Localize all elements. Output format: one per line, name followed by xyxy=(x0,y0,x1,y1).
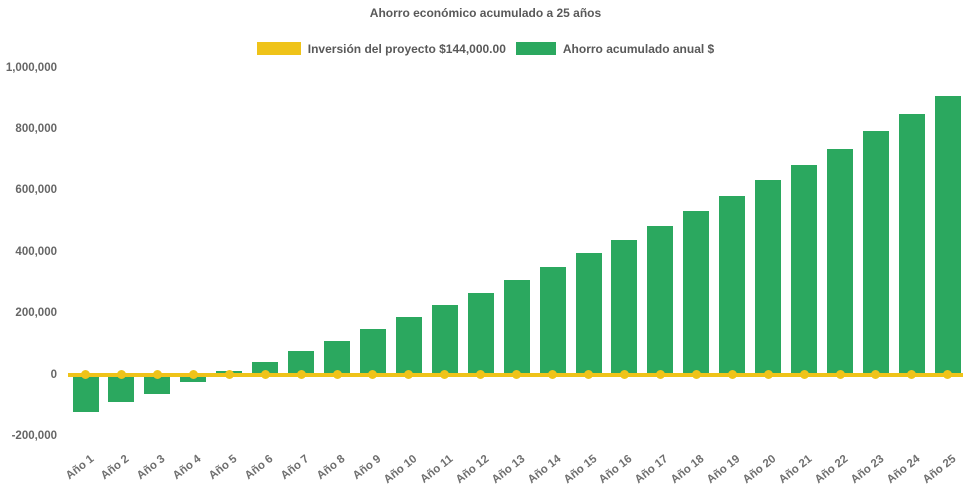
bar-ahorro-año-18 xyxy=(683,211,710,375)
x-axis-label: Año 2 xyxy=(99,453,132,483)
line-marker-icon xyxy=(943,370,953,379)
x-axis-label: Año 19 xyxy=(705,453,743,485)
x-axis-label: Año 22 xyxy=(812,453,851,485)
x-axis-label: Año 6 xyxy=(242,453,276,483)
chart-title: Ahorro económico acumulado a 25 años xyxy=(369,6,602,20)
bar-ahorro-año-9 xyxy=(359,329,386,375)
line-marker-icon xyxy=(835,370,845,379)
x-axis-label: Año 8 xyxy=(314,453,348,483)
x-axis-label: Año 14 xyxy=(525,453,563,485)
bar-ahorro-año-16 xyxy=(611,240,638,375)
x-axis-label: Año 25 xyxy=(920,453,959,485)
line-marker-icon xyxy=(296,370,306,379)
y-tick-label: 0 xyxy=(50,368,57,381)
y-tick-label: 400,000 xyxy=(15,245,57,258)
x-axis-label: Año 13 xyxy=(489,453,528,485)
x-axis-label: Año 3 xyxy=(135,453,168,483)
bar-ahorro-año-17 xyxy=(647,226,674,375)
legend: Inversión del proyecto $144,000.00 Ahorr… xyxy=(0,40,971,57)
bar-ahorro-año-14 xyxy=(539,267,566,375)
line-marker-icon xyxy=(548,370,558,379)
line-marker-icon xyxy=(799,370,809,379)
bar-ahorro-año-25 xyxy=(934,95,961,375)
legend-swatch-inversion xyxy=(256,42,301,55)
line-marker-icon xyxy=(224,370,234,379)
x-axis-label: Año 20 xyxy=(740,453,779,485)
bar-ahorro-año-21 xyxy=(791,165,818,375)
bar-ahorro-año-10 xyxy=(395,317,422,375)
x-axis-label: Año 23 xyxy=(848,453,887,485)
line-marker-icon xyxy=(368,370,378,379)
line-marker-icon xyxy=(512,370,522,379)
legend-label-inversion: Inversión del proyecto $144,000.00 xyxy=(307,41,506,56)
line-marker-icon xyxy=(871,370,881,379)
x-axis-label: Año 21 xyxy=(776,453,815,485)
x-axis-label: Año 15 xyxy=(561,453,599,485)
x-axis-label: Año 24 xyxy=(884,453,923,485)
y-tick-label: 800,000 xyxy=(15,122,57,135)
bar-ahorro-año-8 xyxy=(324,341,350,375)
bar-ahorro-año-12 xyxy=(467,292,494,375)
bar-ahorro-año-7 xyxy=(288,350,315,375)
x-axis-label: Año 5 xyxy=(207,453,240,483)
line-marker-icon xyxy=(691,370,701,379)
y-tick-label: 200,000 xyxy=(15,307,57,320)
bar-ahorro-año-20 xyxy=(755,180,782,375)
bar-ahorro-año-2 xyxy=(108,374,135,403)
line-marker-icon xyxy=(619,370,629,379)
y-tick-label: 1,000,000 xyxy=(5,61,57,74)
x-axis-label: Año 17 xyxy=(633,453,671,485)
line-marker-icon xyxy=(152,370,162,379)
line-marker-icon xyxy=(907,370,917,379)
y-tick-label: 600,000 xyxy=(15,184,57,197)
bar-ahorro-año-3 xyxy=(144,374,171,394)
legend-swatch-ahorro xyxy=(515,42,556,55)
line-marker-icon xyxy=(116,370,126,379)
bar-ahorro-año-13 xyxy=(503,279,530,375)
legend-item-inversion[interactable]: Inversión del proyecto $144,000.00 xyxy=(256,41,506,56)
y-tick-label: -200,000 xyxy=(11,429,57,442)
bar-ahorro-año-6 xyxy=(252,362,279,375)
x-axis-label: Año 11 xyxy=(418,453,456,485)
x-axis-label: Año 10 xyxy=(381,453,420,485)
line-marker-icon xyxy=(440,370,450,379)
x-axis-label: Año 18 xyxy=(669,453,707,485)
x-axis-label: Año 4 xyxy=(171,453,204,483)
line-marker-icon xyxy=(332,370,342,379)
bar-ahorro-año-1 xyxy=(72,374,99,412)
bar-ahorro-año-15 xyxy=(575,252,602,375)
bar-ahorro-año-11 xyxy=(431,305,458,375)
bar-ahorro-año-19 xyxy=(719,196,746,375)
x-axis-label: Año 12 xyxy=(453,453,492,485)
line-marker-icon xyxy=(727,370,737,379)
line-marker-icon xyxy=(404,370,414,379)
bar-ahorro-año-24 xyxy=(898,113,925,375)
bar-ahorro-año-23 xyxy=(862,131,889,375)
bar-ahorro-año-22 xyxy=(827,148,854,375)
line-marker-icon xyxy=(188,370,198,379)
line-marker-icon xyxy=(763,370,773,379)
x-axis-label: Año 7 xyxy=(278,453,312,483)
line-marker-icon xyxy=(476,370,486,379)
x-axis-label: Año 1 xyxy=(63,453,96,483)
x-axis-label: Año 16 xyxy=(597,453,635,485)
legend-item-ahorro[interactable]: Ahorro acumulado anual $ xyxy=(515,41,715,56)
line-marker-icon xyxy=(655,370,665,379)
legend-label-ahorro: Ahorro acumulado anual $ xyxy=(562,41,715,56)
x-axis-label: Año 9 xyxy=(350,453,384,483)
line-marker-icon xyxy=(584,370,594,379)
line-marker-icon xyxy=(260,370,270,379)
line-marker-icon xyxy=(81,370,90,379)
